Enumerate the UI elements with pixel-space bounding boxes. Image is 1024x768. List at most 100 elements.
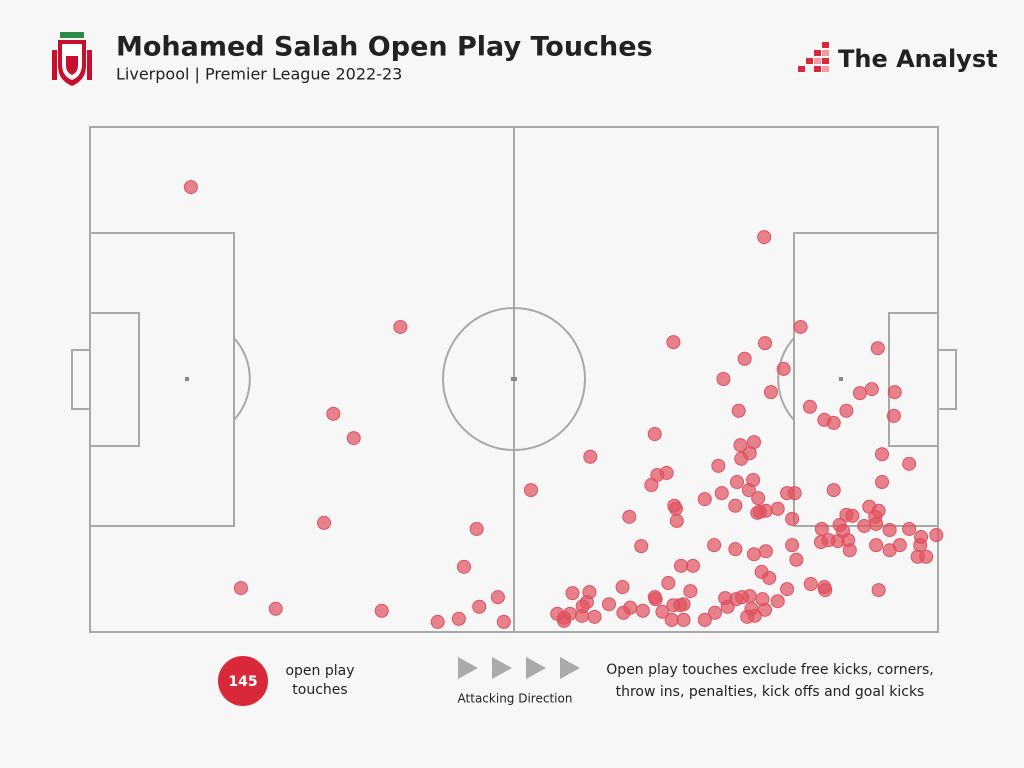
touch-point	[666, 335, 681, 350]
total-badge	[218, 656, 268, 706]
touch-point	[557, 613, 572, 628]
touch-point	[668, 501, 683, 516]
note-line: Open play touches exclude free kicks, co…	[606, 662, 933, 678]
touch-point	[731, 403, 746, 418]
touch-point	[826, 483, 841, 498]
touch-point	[575, 599, 590, 614]
touch-point	[587, 609, 602, 624]
touch-point	[733, 438, 748, 453]
touch-point	[661, 576, 676, 591]
touch-point	[430, 614, 445, 629]
touch-point	[728, 498, 743, 513]
touch-point	[673, 598, 688, 613]
touch-point	[565, 586, 580, 601]
touch-point	[635, 603, 650, 618]
touch-point	[842, 543, 857, 558]
touch-point	[622, 509, 637, 524]
touch-point	[664, 612, 679, 627]
touch-point	[780, 582, 795, 597]
touch-point	[647, 427, 662, 442]
touch-point	[451, 611, 466, 626]
touch-point	[814, 521, 829, 536]
touch-point	[346, 431, 361, 446]
touch-point	[697, 492, 712, 507]
touch-point	[648, 592, 663, 607]
touch-point	[456, 559, 471, 574]
touch-point	[913, 538, 928, 553]
touch-point	[746, 547, 761, 562]
total-label: open play touches	[285, 663, 355, 698]
touch-point	[469, 521, 484, 536]
touch-point	[728, 542, 743, 557]
touch-point	[919, 549, 934, 564]
touch-point	[869, 516, 884, 531]
touch-point	[697, 612, 712, 627]
touch-point	[755, 592, 770, 607]
touch-point	[770, 594, 785, 609]
touch-point	[616, 605, 631, 620]
touch-point	[762, 570, 777, 585]
touch-point	[785, 538, 800, 553]
touch-point	[902, 521, 917, 536]
brand: The Analyst	[838, 45, 998, 73]
club-crest	[52, 32, 92, 86]
touch-point	[740, 609, 755, 624]
touch-point	[583, 449, 598, 464]
touch-point	[742, 589, 757, 604]
touch-point	[523, 483, 538, 498]
touch-point	[490, 590, 505, 605]
touch-point	[776, 361, 791, 376]
touch-point	[852, 386, 867, 401]
touch-point	[882, 522, 897, 537]
direction-label: Attacking Direction	[458, 692, 573, 706]
touch-point	[902, 456, 917, 471]
touch-point	[751, 491, 766, 506]
touch-point	[757, 230, 772, 245]
touch-point	[326, 406, 341, 421]
touch-point	[770, 501, 785, 516]
note-line: throw ins, penalties, kick offs and goal…	[616, 684, 925, 700]
touch-point	[802, 399, 817, 414]
brand-logo	[798, 42, 829, 72]
touch-point	[803, 577, 818, 592]
touch-point	[785, 511, 800, 526]
touch-point	[758, 336, 773, 351]
touch-point	[869, 538, 884, 553]
touch-point	[634, 539, 649, 554]
touch-point	[393, 319, 408, 334]
touch-point	[644, 478, 659, 493]
touch-point	[758, 544, 773, 559]
touch-point	[707, 605, 722, 620]
touch-point	[615, 580, 630, 595]
touch-point	[714, 486, 729, 501]
touch-point	[730, 475, 745, 490]
touch-point	[496, 614, 511, 629]
touch-point	[793, 319, 808, 334]
touch-point	[818, 583, 833, 598]
touch-point	[374, 603, 389, 618]
touch-point	[711, 458, 726, 473]
touch-point	[875, 475, 890, 490]
touch-point	[857, 518, 872, 533]
touch-point	[737, 351, 752, 366]
touch-point	[870, 341, 885, 356]
touch-point	[734, 451, 749, 466]
touch-point	[871, 583, 886, 598]
touch-point	[887, 385, 902, 400]
direction-arrows	[458, 657, 580, 679]
total-value: 145	[228, 674, 257, 690]
touch-point	[741, 483, 756, 498]
touch-point	[789, 552, 804, 567]
touch-point	[601, 597, 616, 612]
touch-point	[763, 385, 778, 400]
touch-point	[716, 371, 731, 386]
touch-point	[317, 515, 332, 530]
pitch	[71, 126, 957, 633]
touch-point	[707, 538, 722, 553]
touch-point	[472, 599, 487, 614]
touch-point	[929, 528, 944, 543]
touch-point	[676, 612, 691, 627]
touch-point	[892, 538, 907, 553]
touch-point	[839, 403, 854, 418]
